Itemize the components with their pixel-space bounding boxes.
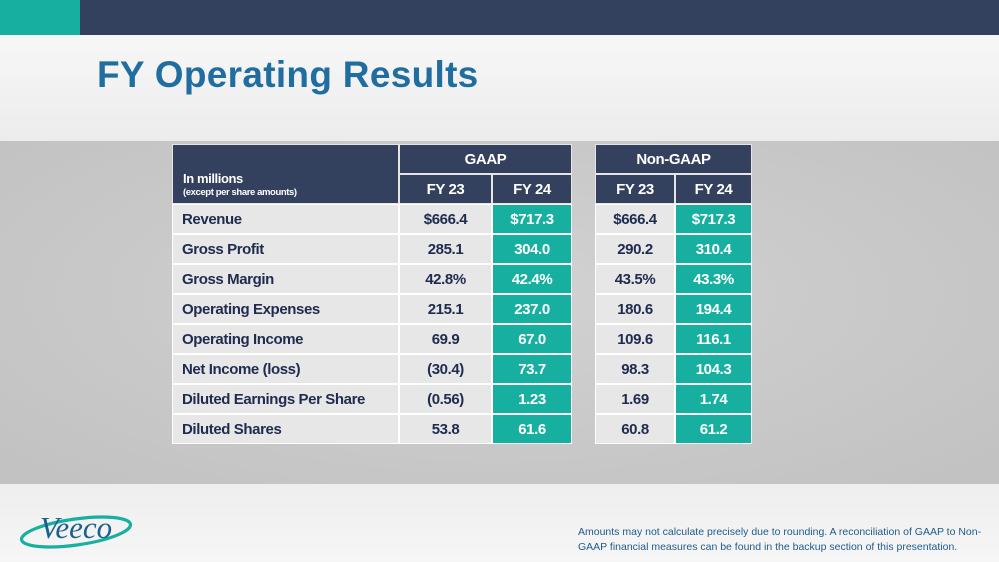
value-cell-gaap-fy23: (0.56) [399, 384, 492, 414]
group-header-non-gaap: Non-GAAP [595, 144, 752, 174]
value-cell-gaap-fy23: $666.4 [399, 204, 492, 234]
value-cell-nongaap-fy23: 1.69 [595, 384, 675, 414]
row-label: Diluted Shares [172, 414, 399, 444]
column-header-gaap-fy23: FY 23 [399, 174, 492, 204]
value-cell-nongaap-fy24: 116.1 [675, 324, 752, 354]
column-header-nongaap-fy23: FY 23 [595, 174, 675, 204]
value-cell-nongaap-fy23: 43.5% [595, 264, 675, 294]
units-label: In millions [183, 171, 243, 186]
value-cell-gaap-fy24: 73.7 [492, 354, 572, 384]
column-header-nongaap-fy24: FY 24 [675, 174, 752, 204]
row-label: Operating Income [172, 324, 399, 354]
value-cell-gaap-fy24: $717.3 [492, 204, 572, 234]
value-cell-nongaap-fy24: 1.74 [675, 384, 752, 414]
units-header-cell: In millions (except per share amounts) [172, 144, 399, 204]
column-header-gaap-fy24: FY 24 [492, 174, 572, 204]
footnote: Amounts may not calculate precisely due … [578, 526, 982, 553]
slide-title: FY Operating Results [97, 54, 479, 95]
row-label: Revenue [172, 204, 399, 234]
value-cell-gaap-fy24: 304.0 [492, 234, 572, 264]
top-bar [0, 0, 999, 35]
row-label: Operating Expenses [172, 294, 399, 324]
logo-wordmark: Veeco [40, 510, 112, 545]
footer-area [0, 484, 999, 562]
value-cell-gaap-fy24: 1.23 [492, 384, 572, 414]
value-cell-gaap-fy24: 237.0 [492, 294, 572, 324]
veeco-logo: Veeco [19, 510, 133, 549]
value-cell-gaap-fy24: 61.6 [492, 414, 572, 444]
value-cell-nongaap-fy23: 180.6 [595, 294, 675, 324]
top-accent-block [0, 0, 80, 35]
value-cell-nongaap-fy24: 194.4 [675, 294, 752, 324]
value-cell-nongaap-fy24: 61.2 [675, 414, 752, 444]
header-area [0, 35, 999, 141]
group-header-gaap: GAAP [399, 144, 572, 174]
value-cell-gaap-fy24: 42.4% [492, 264, 572, 294]
value-cell-nongaap-fy23: $666.4 [595, 204, 675, 234]
row-label: Gross Margin [172, 264, 399, 294]
value-cell-nongaap-fy24: 310.4 [675, 234, 752, 264]
value-cell-nongaap-fy23: 60.8 [595, 414, 675, 444]
value-cell-gaap-fy23: 42.8% [399, 264, 492, 294]
value-cell-gaap-fy23: 69.9 [399, 324, 492, 354]
value-cell-gaap-fy23: (30.4) [399, 354, 492, 384]
value-cell-nongaap-fy24: 104.3 [675, 354, 752, 384]
value-cell-gaap-fy23: 53.8 [399, 414, 492, 444]
row-label: Gross Profit [172, 234, 399, 264]
value-cell-nongaap-fy23: 109.6 [595, 324, 675, 354]
value-cell-gaap-fy23: 215.1 [399, 294, 492, 324]
value-cell-nongaap-fy23: 290.2 [595, 234, 675, 264]
value-cell-nongaap-fy24: 43.3% [675, 264, 752, 294]
value-cell-nongaap-fy23: 98.3 [595, 354, 675, 384]
row-label: Net Income (loss) [172, 354, 399, 384]
value-cell-gaap-fy23: 285.1 [399, 234, 492, 264]
units-note: (except per share amounts) [183, 187, 297, 198]
value-cell-nongaap-fy24: $717.3 [675, 204, 752, 234]
value-cell-gaap-fy24: 67.0 [492, 324, 572, 354]
row-label: Diluted Earnings Per Share [172, 384, 399, 414]
